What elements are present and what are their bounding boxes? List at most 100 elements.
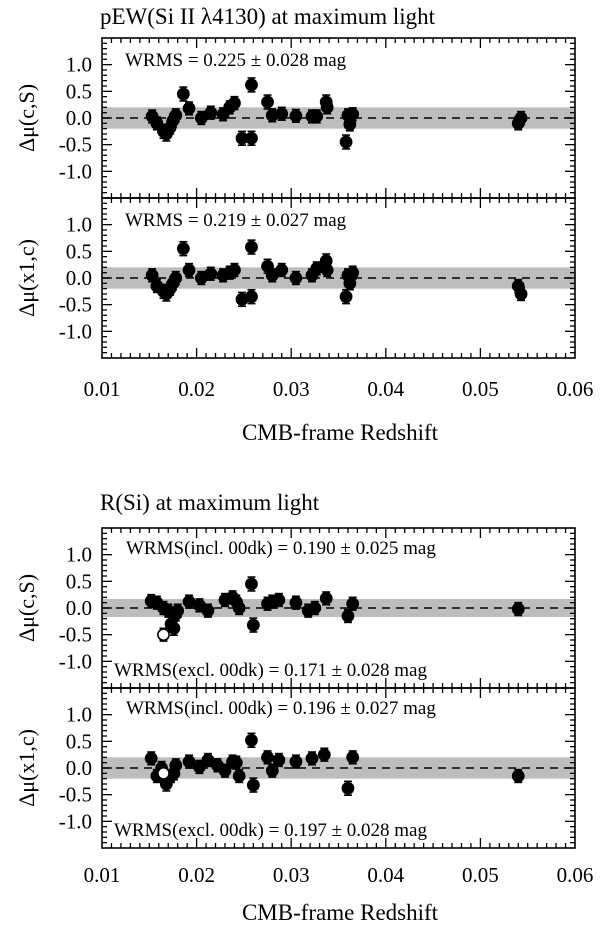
x-tick-label: 0.03 [273, 863, 310, 887]
chart-title: pEW(Si II λ4130) at maximum light [100, 4, 436, 29]
data-point [229, 756, 243, 770]
y-tick-label: 0.0 [66, 596, 92, 620]
wrms-annotation: WRMS = 0.219 ± 0.027 mag [125, 210, 347, 231]
data-point [176, 242, 190, 256]
data-point [514, 287, 528, 301]
y-tick-label: 0.0 [66, 266, 92, 290]
data-point [145, 268, 159, 282]
data-point [265, 268, 279, 282]
data-point [182, 595, 196, 608]
y-tick-label: 1.0 [66, 703, 92, 727]
x-tick-label: 0.06 [557, 377, 594, 401]
data-point [228, 96, 241, 110]
panel-upper: 1.00.5 0.0 -0.5-1.0 Δμ(c,S) WRMS = 0.225 ± 0… [14, 37, 576, 199]
data-point [171, 604, 185, 618]
y-axis-label: Δμ(c,S) [14, 574, 39, 642]
wrms-annotation: WRMS(incl. 00dk) = 0.190 ± 0.025 mag [126, 538, 436, 559]
y-tick-label: -0.5 [59, 783, 92, 807]
chart-title: R(Si) at maximum light [100, 490, 320, 515]
data-point [246, 618, 260, 632]
y-tick-label: -1.0 [59, 809, 92, 833]
y-tick-label: 0.0 [66, 756, 92, 780]
y-tick-label: 1.0 [66, 213, 92, 237]
y-tick-label: -1.0 [59, 159, 92, 183]
data-point [341, 609, 355, 623]
x-tick-label: 0.04 [367, 863, 404, 887]
x-axis-label: CMB-frame Redshift [242, 420, 439, 445]
x-tick-label: 0.01 [84, 863, 121, 887]
data-point [272, 753, 286, 767]
data-point [275, 263, 289, 277]
chart-top: pEW(Si II λ4130) at maximum light CMB-fr… [100, 4, 439, 445]
data-point [232, 769, 246, 783]
open-data-point [157, 628, 170, 642]
data-point [310, 110, 324, 123]
data-point [511, 769, 525, 783]
data-point [289, 755, 303, 768]
data-point [245, 131, 258, 145]
data-point [204, 106, 218, 120]
data-point [346, 107, 360, 121]
y-tick-label: 1.0 [66, 53, 92, 77]
x-tick-label: 0.02 [178, 863, 215, 887]
data-point [261, 750, 274, 764]
y-axis-label: Δμ(x1,c) [14, 239, 39, 317]
y-tick-label: -0.5 [59, 623, 92, 647]
panel-lower: 1.00.5 0.0 -0.5-1.0 Δμ(x1,c) WRMS(incl. 00dk… [14, 687, 576, 849]
data-point [514, 111, 528, 125]
data-point [246, 778, 260, 792]
x-tick-label: 0.02 [178, 377, 215, 401]
data-point [275, 107, 289, 121]
data-point [169, 108, 183, 122]
data-point [194, 111, 208, 125]
data-point [289, 109, 303, 123]
data-point [272, 593, 286, 607]
x-axis-label: CMB-frame Redshift [242, 900, 439, 925]
data-point [201, 753, 215, 767]
data-point [339, 290, 353, 304]
data-point [346, 597, 360, 611]
y-tick-label: 0.0 [66, 106, 92, 130]
x-tick-label: 0.05 [462, 377, 499, 401]
data-point [289, 271, 303, 285]
data-point [182, 755, 196, 768]
wrms-annotation: WRMS(excl. 00dk) = 0.171 ± 0.028 mag [114, 660, 427, 681]
data-point [310, 261, 324, 275]
y-tick-label: -1.0 [59, 649, 92, 673]
data-point [245, 78, 258, 92]
data-point [201, 604, 215, 618]
wrms-annotation: WRMS = 0.225 ± 0.028 mag [125, 50, 347, 71]
data-point [320, 263, 334, 277]
data-point [511, 602, 525, 616]
data-point [182, 263, 196, 277]
data-point [346, 266, 360, 280]
data-point [245, 577, 258, 591]
y-tick-label: -0.5 [59, 133, 92, 157]
y-axis-label: Δμ(c,S) [14, 84, 39, 152]
y-tick-label: 0.5 [66, 79, 92, 103]
panel-upper: 1.00.5 0.0 -0.5-1.0 Δμ(c,S) WRMS(incl. 00dk)… [14, 527, 576, 689]
data-point [245, 290, 258, 304]
data-point [182, 102, 196, 115]
data-point [144, 752, 158, 765]
chart-1-plot: 1.00.50.0-0.5-1.0Δμ(c,S)WRMS(incl. 00dk)… [14, 527, 593, 887]
data-point [176, 87, 190, 101]
data-point [289, 596, 303, 610]
x-tick-label: 0.03 [273, 377, 310, 401]
data-point [167, 621, 181, 635]
data-point [218, 764, 232, 778]
y-tick-label: 0.5 [66, 729, 92, 753]
data-point [232, 601, 246, 615]
y-tick-label: 0.5 [66, 569, 92, 593]
open-data-point [157, 766, 170, 780]
data-point [150, 116, 164, 130]
data-point [346, 750, 360, 764]
data-point [320, 100, 334, 114]
data-point [228, 263, 241, 277]
y-tick-label: 1.0 [66, 543, 92, 567]
y-tick-label: 0.5 [66, 239, 92, 263]
wrms-annotation: WRMS(incl. 00dk) = 0.196 ± 0.027 mag [126, 698, 436, 719]
wrms-annotation: WRMS(excl. 00dk) = 0.197 ± 0.028 mag [114, 820, 427, 841]
data-point [339, 135, 353, 149]
